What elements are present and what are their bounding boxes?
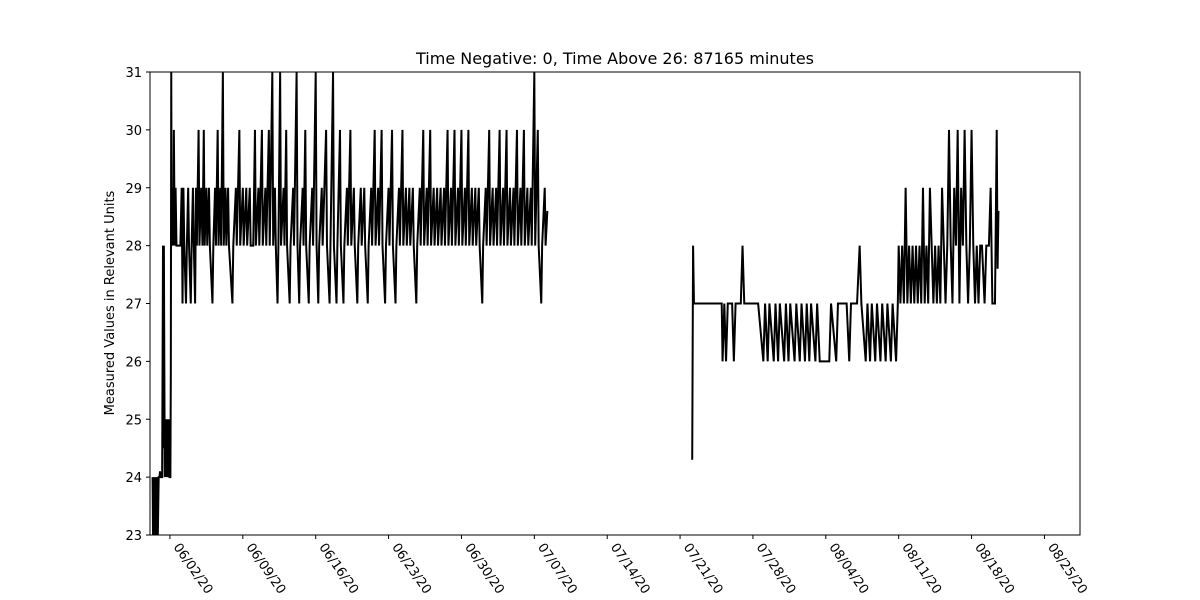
y-tick-label: 31 <box>125 66 142 81</box>
y-tick-label: 26 <box>125 355 142 370</box>
y-tick-label: 30 <box>125 124 142 139</box>
y-tick-label: 28 <box>125 240 142 255</box>
chart-title: Time Negative: 0, Time Above 26: 87165 m… <box>415 49 814 68</box>
y-tick-label: 25 <box>125 413 142 428</box>
y-tick-label: 24 <box>125 471 142 486</box>
plot-frame <box>149 71 1081 536</box>
y-axis: 23 24 25 26 27 28 29 30 31 <box>125 66 150 544</box>
y-tick-label: 23 <box>125 529 142 544</box>
y-tick-label: 27 <box>125 298 142 313</box>
plot-area <box>151 71 1000 536</box>
y-axis-label: Measured Values in Relevant Units <box>103 190 118 415</box>
series-line <box>151 71 1000 536</box>
y-tick-label: 29 <box>125 182 142 197</box>
